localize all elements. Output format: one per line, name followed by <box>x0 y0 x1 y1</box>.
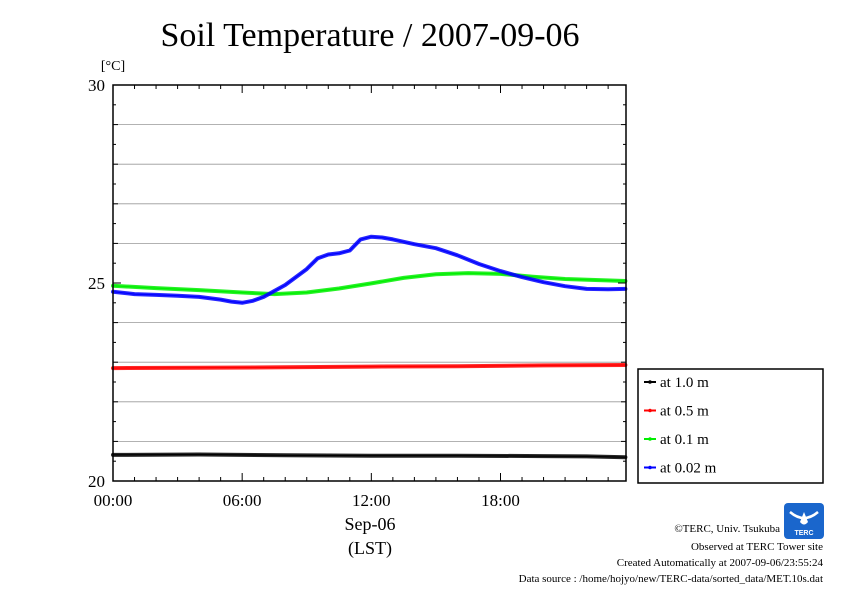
credit-observed: Observed at TERC Tower site <box>691 541 823 553</box>
credit-source: Data source : /home/hojyo/new/TERC-data/… <box>519 573 823 585</box>
terc-logo: TERC <box>784 503 824 539</box>
x-tick-label: 18:00 <box>481 491 520 510</box>
legend-box <box>637 368 824 484</box>
grid-lines <box>113 124 626 442</box>
legend-marker <box>648 465 652 470</box>
credit-created: Created Automatically at 2007-09-06/23:5… <box>617 557 824 569</box>
series-line-core-1 <box>112 453 626 458</box>
x-axis-timezone-label: (LST) <box>348 538 392 559</box>
y-tick-label: 20 <box>88 472 105 491</box>
series-line-4 <box>111 234 628 305</box>
x-axis-date-label: Sep-06 <box>345 514 396 534</box>
chart-title: Soil Temperature / 2007-09-06 <box>160 17 579 54</box>
x-tick-label: 06:00 <box>223 491 262 510</box>
series-line-core-4 <box>112 236 626 304</box>
x-tick-label: 00:00 <box>94 491 133 510</box>
legend-label: at 1.0 m <box>660 375 709 391</box>
legend-label: at 0.02 m <box>660 461 717 477</box>
series-line-core-2 <box>112 364 626 369</box>
x-tick-label: 12:00 <box>352 491 391 510</box>
legend-marker <box>648 408 652 413</box>
legend-marker <box>648 380 652 384</box>
y-axis-unit-label: [°C] <box>101 59 125 74</box>
legend: at 1.0 m at 0.5 m at 0.1 m at 0.02 m <box>637 368 824 484</box>
logo-drop-icon <box>800 512 808 525</box>
credit-copyright: ©TERC, Univ. Tsukuba <box>674 523 780 535</box>
legend-marker <box>648 437 652 441</box>
y-tick-label: 30 <box>88 76 105 95</box>
legend-label: at 0.5 m <box>660 404 709 420</box>
y-tick-label: 25 <box>88 274 105 293</box>
logo-text: TERC <box>794 530 813 537</box>
axis-ticks: 20 25 30 00:00 06:00 12:00 18:00 <box>88 76 626 510</box>
series-group <box>111 234 628 460</box>
legend-label: at 0.1 m <box>660 432 709 448</box>
